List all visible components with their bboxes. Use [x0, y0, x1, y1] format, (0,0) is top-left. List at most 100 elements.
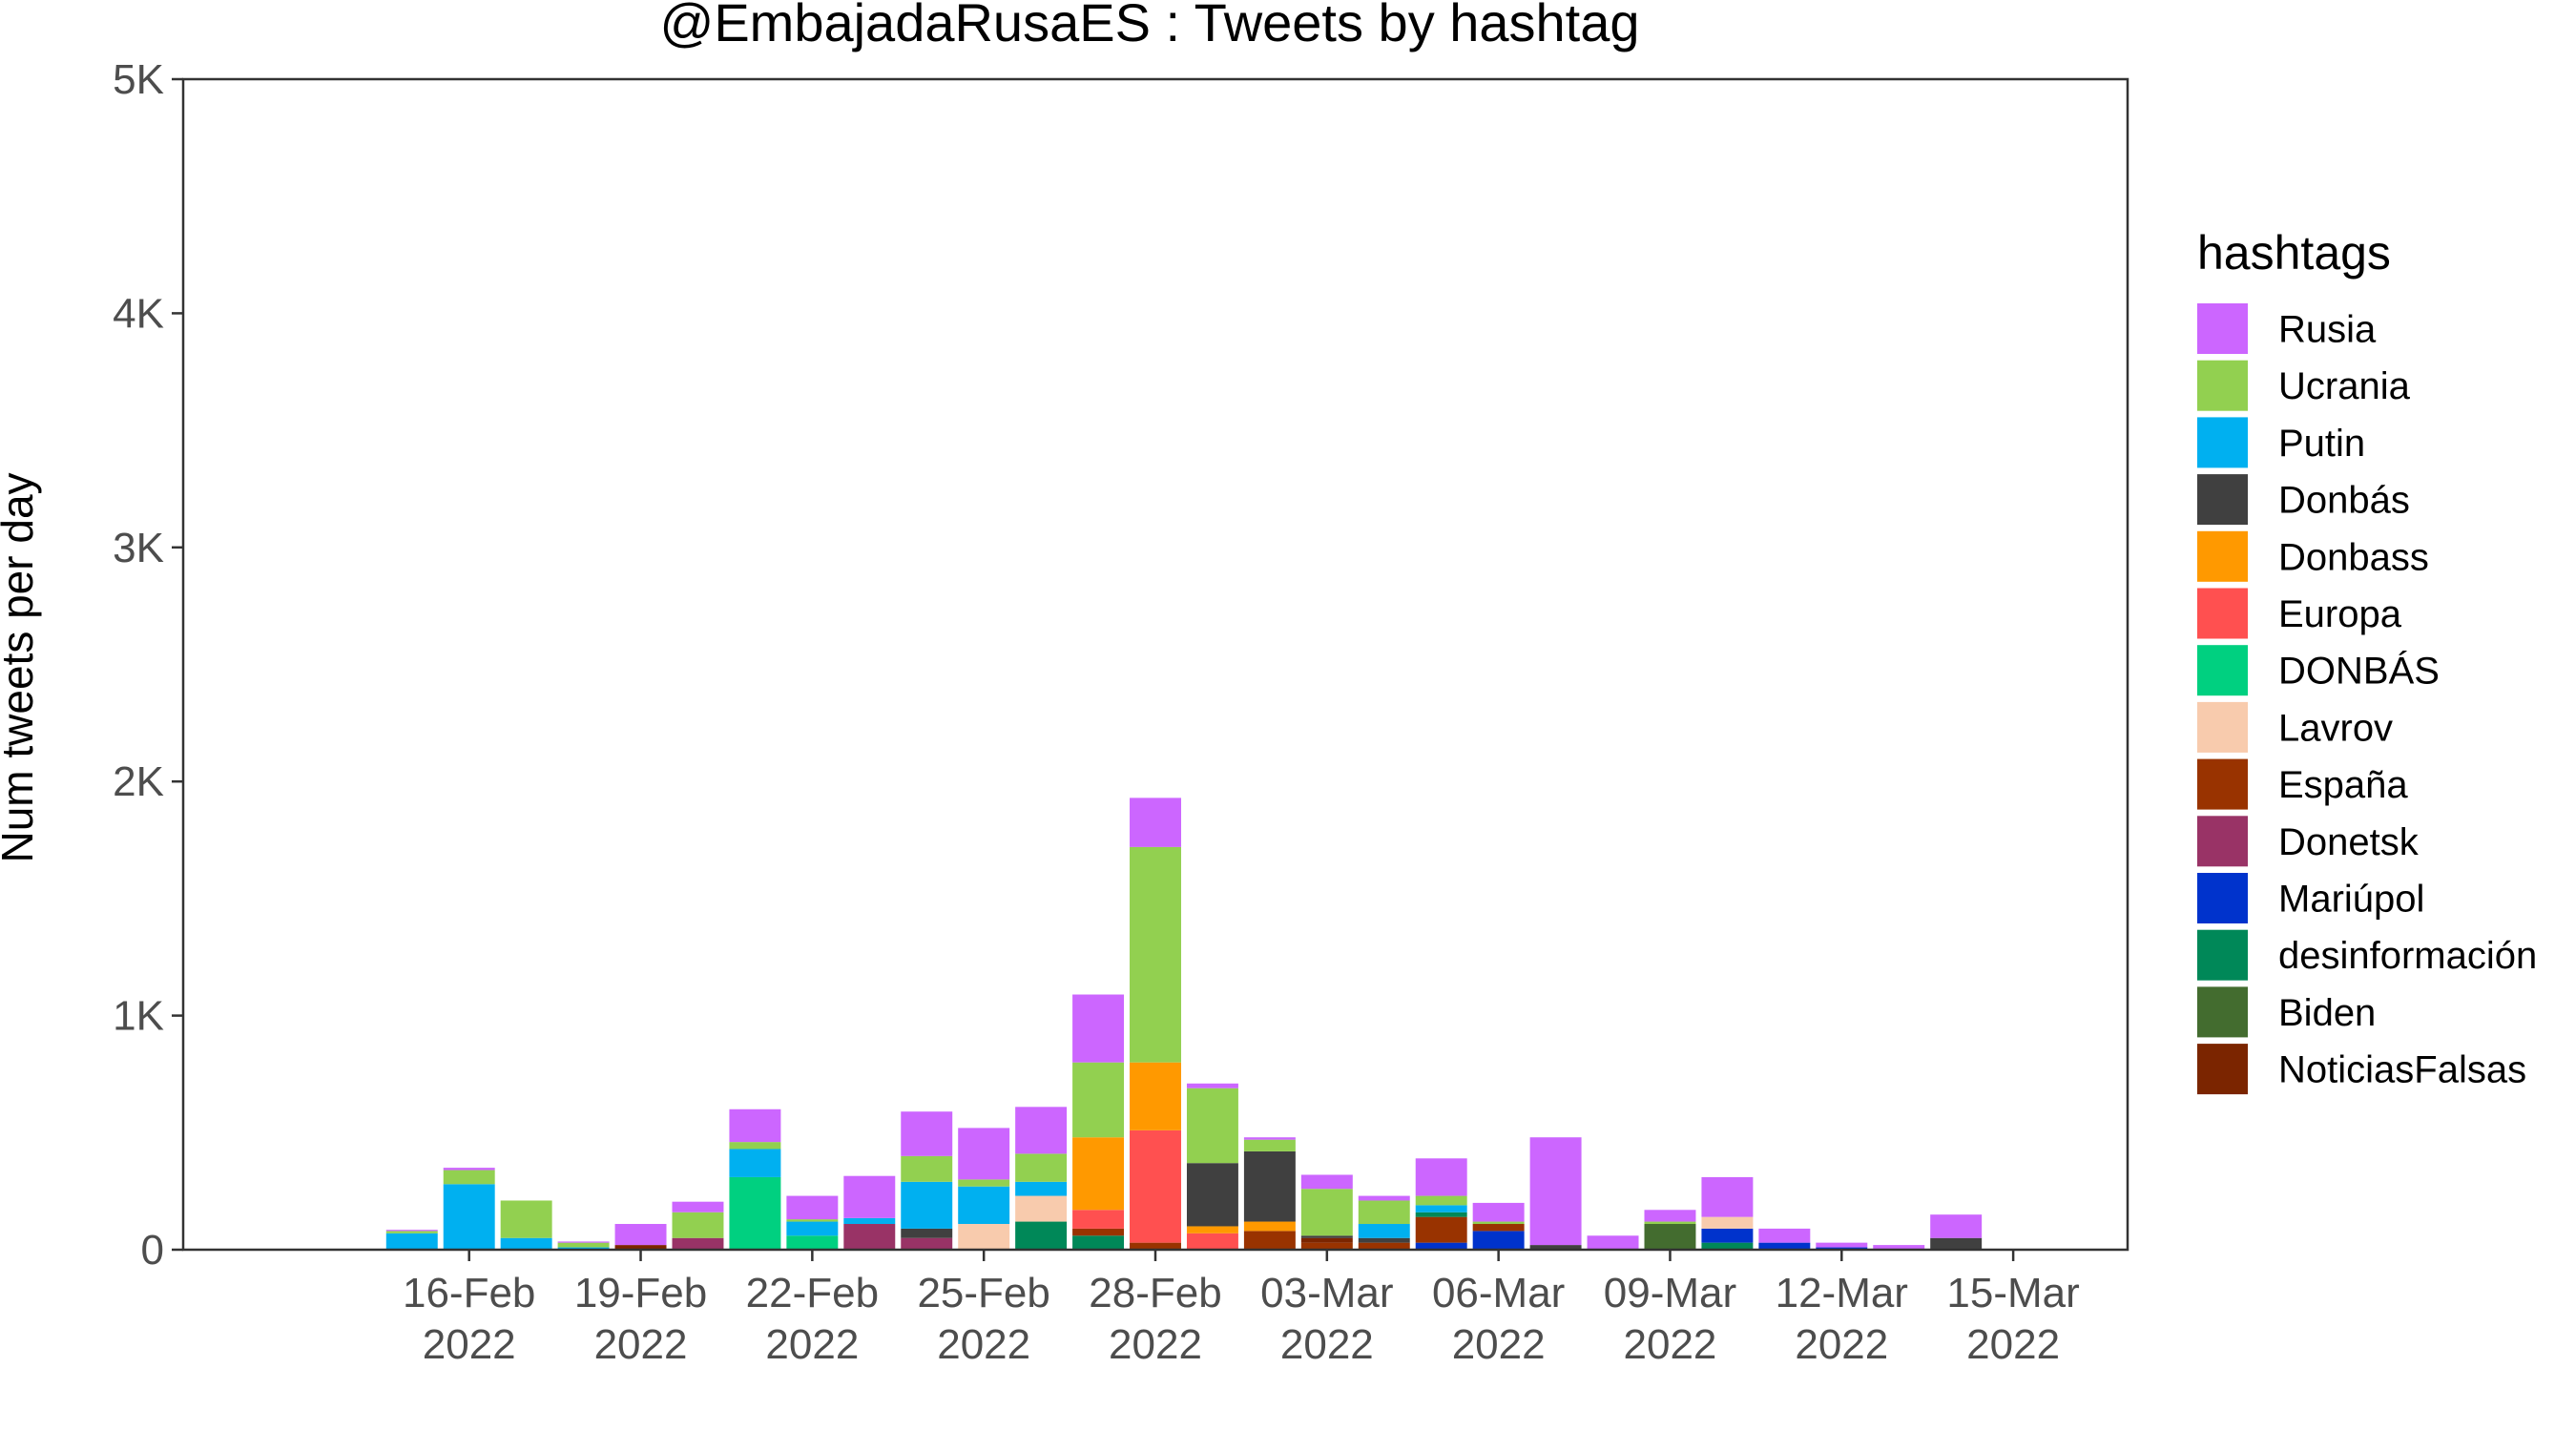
- bar-2022-02-28: [1130, 798, 1181, 1250]
- legend-key: [2197, 588, 2248, 639]
- bar-segment-rusia: [786, 1195, 839, 1220]
- bar-2022-02-19: [614, 1224, 667, 1250]
- legend-key: [2197, 645, 2248, 696]
- bar-segment-donetsk: [901, 1237, 953, 1250]
- y-tick-label: 3K: [113, 525, 164, 571]
- bar-2022-02-17: [500, 1200, 552, 1250]
- bar-segment-donetsk: [672, 1237, 724, 1250]
- bar-segment-rusia: [1758, 1228, 1811, 1243]
- bar-segment-mariupol: [1758, 1242, 1811, 1250]
- bar-segment-rusia: [614, 1224, 667, 1246]
- bar-2022-02-23: [843, 1175, 896, 1250]
- bar-2022-03-06: [1472, 1202, 1525, 1250]
- legend-label: Lavrov: [2278, 707, 2393, 749]
- bar-segment-ucrania: [443, 1170, 495, 1185]
- bar-2022-03-13: [1873, 1245, 1925, 1250]
- bar-segment-rusia: [1243, 1137, 1296, 1140]
- bar-segment-rusia: [385, 1230, 438, 1232]
- bar-segment-noticiasfalsas: [614, 1245, 667, 1250]
- legend-item-ucrania: Ucrania: [2197, 360, 2411, 411]
- bar-segment-rusia: [557, 1241, 610, 1243]
- bar-2022-03-11: [1758, 1228, 1811, 1250]
- bar-segment-donbass: [1243, 1221, 1296, 1232]
- bar-segment-ucrania: [958, 1179, 1010, 1187]
- bar-segment-putin: [901, 1181, 953, 1229]
- bar-segment-rusia: [1930, 1214, 1983, 1238]
- x-tick-label-date: 19-Feb: [574, 1270, 707, 1316]
- legend-item-desinformacion: desinformación: [2197, 929, 2537, 981]
- legend-key: [2197, 360, 2248, 411]
- x-axis: 16-Feb 2022 19-Feb 2022 22-Feb 2022 25-Feb 2022…: [403, 1250, 2080, 1368]
- bar-segment-donbas: [786, 1235, 839, 1250]
- bar-segment-espana: [1072, 1228, 1125, 1236]
- bar-segment-rusia: [443, 1168, 495, 1171]
- bar-segment-donbass: [1186, 1226, 1238, 1233]
- bar-segment-rusia: [1300, 1174, 1353, 1190]
- x-tick-label-date: 15-Mar: [1946, 1270, 2079, 1316]
- bar-2022-02-22: [786, 1195, 839, 1250]
- bar-2022-03-08: [1587, 1235, 1639, 1250]
- legend-label: Europa: [2278, 593, 2402, 635]
- legend-label: NoticiasFalsas: [2278, 1049, 2526, 1091]
- bar-segment-putin: [443, 1184, 495, 1250]
- bar-segment-donbas: [1529, 1245, 1582, 1250]
- y-tick-label: 4K: [113, 290, 164, 337]
- legend-label: desinformación: [2278, 935, 2537, 977]
- x-tick-label-year: 2022: [1624, 1321, 1717, 1368]
- bar-segment-ucrania: [729, 1142, 781, 1150]
- bar-segment-donbas: [1358, 1237, 1410, 1243]
- bar-segment-putin: [1015, 1181, 1068, 1196]
- legend-key: [2197, 303, 2248, 354]
- bar-segment-ucrania: [786, 1219, 839, 1222]
- legend-key: [2197, 530, 2248, 582]
- legend-item-rusia: Rusia: [2197, 303, 2377, 354]
- bar-2022-03-02: [1243, 1137, 1296, 1250]
- bar-segment-rusia: [1015, 1107, 1068, 1154]
- bar-segment-espana: [1415, 1216, 1467, 1243]
- bar-segment-putin: [500, 1237, 552, 1250]
- bar-2022-03-07: [1529, 1137, 1582, 1250]
- bar-segment-putin: [958, 1186, 1010, 1224]
- legend-item-donbass: Donbass: [2197, 530, 2429, 582]
- bar-segment-desinformacion: [1015, 1221, 1068, 1250]
- legend: hashtags Rusia Ucrania Putin Donbás Donbass E…: [2197, 226, 2537, 1095]
- bar-segment-rusia: [1186, 1083, 1238, 1088]
- bar-segment-ucrania: [557, 1242, 610, 1248]
- bar-segment-ucrania: [1130, 846, 1181, 1063]
- bar-2022-03-05: [1415, 1158, 1467, 1250]
- bar-segment-rusia: [1472, 1202, 1525, 1222]
- y-tick-label: 1K: [113, 993, 164, 1040]
- bar-segment-ucrania: [1358, 1200, 1410, 1225]
- y-axis: 0 1K 2K 3K 4K 5K: [113, 56, 183, 1274]
- bar-segment-mariupol: [1701, 1228, 1754, 1243]
- legend-title: hashtags: [2197, 226, 2391, 280]
- bar-segment-ucrania: [500, 1200, 552, 1238]
- legend-key: [2197, 1044, 2248, 1095]
- bar-segment-putin: [729, 1149, 781, 1177]
- legend-key: [2197, 758, 2248, 810]
- x-tick-label-year: 2022: [423, 1321, 516, 1368]
- bar-segment-ucrania: [1415, 1195, 1467, 1206]
- bar-segment-donbass: [1130, 1062, 1181, 1130]
- bar-segment-europa: [1186, 1233, 1238, 1250]
- bar-segment-ucrania: [672, 1212, 724, 1238]
- bar-segment-donbass: [1072, 1137, 1125, 1211]
- legend-label: Rusia: [2278, 309, 2377, 351]
- x-tick-label-date: 25-Feb: [917, 1270, 1049, 1316]
- x-tick-label-date: 06-Mar: [1432, 1270, 1565, 1316]
- bar-segment-espana: [1130, 1242, 1181, 1250]
- bar-segment-lavrov: [1015, 1195, 1068, 1222]
- legend-item-espana: España: [2197, 758, 2408, 810]
- bar-segment-rusia: [672, 1201, 724, 1212]
- bar-segment-espana: [1300, 1242, 1353, 1250]
- bar-segment-rusia: [1358, 1195, 1410, 1201]
- bar-2022-02-16: [443, 1168, 495, 1250]
- bar-segment-desinformacion: [1701, 1242, 1754, 1250]
- bar-2022-03-09: [1644, 1210, 1696, 1250]
- legend-label: Mariúpol: [2278, 879, 2424, 921]
- bar-segment-rusia: [1072, 994, 1125, 1063]
- bar-2022-03-04: [1358, 1195, 1410, 1250]
- legend-label: Donbass: [2278, 536, 2429, 578]
- bar-segment-putin: [786, 1221, 839, 1236]
